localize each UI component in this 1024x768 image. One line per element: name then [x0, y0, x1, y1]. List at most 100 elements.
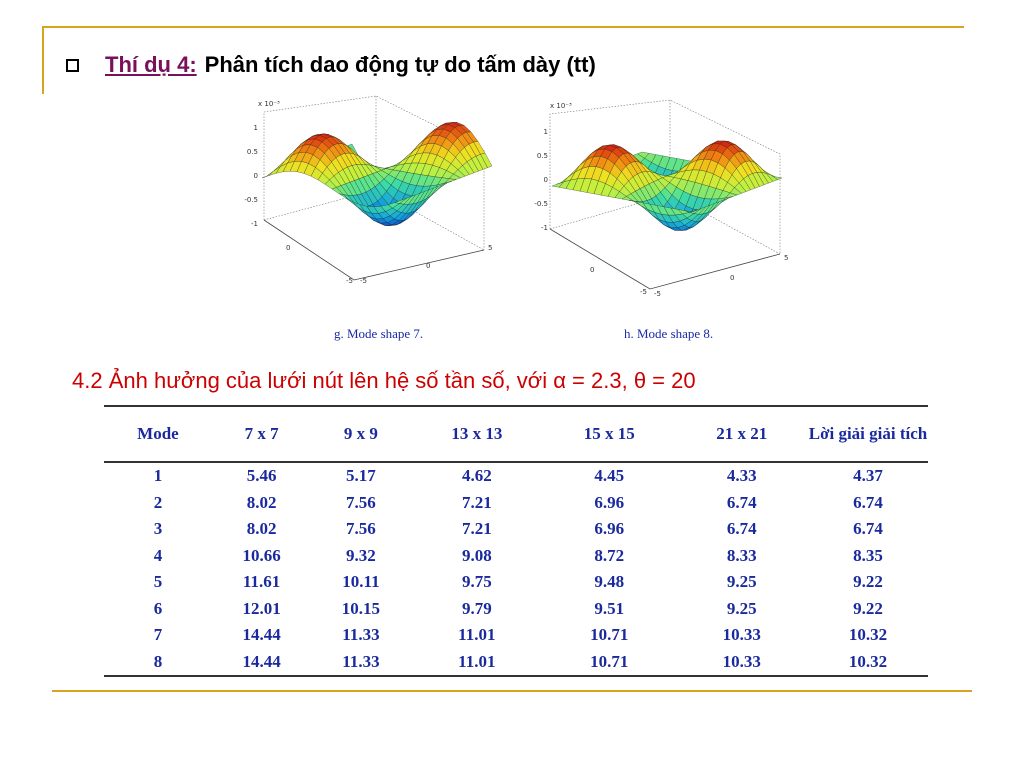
- table-cell: 8.72: [594, 545, 625, 565]
- table-row: 5 11.61 10.11 9.75 9.48 9.25 9.22: [104, 569, 928, 596]
- top-rule: [44, 26, 964, 28]
- x-tick-label: 0: [730, 274, 734, 282]
- table-row: 1 5.46 5.17 4.62 4.45 4.33 4.37: [104, 462, 928, 490]
- table-cell: 5.46: [246, 466, 277, 486]
- table-cell: 10.11: [342, 572, 380, 592]
- table-row: 8 14.44 11.33 11.01 10.71 10.33 10.32: [104, 648, 928, 677]
- figure-caption-7: g. Mode shape 7.: [334, 326, 424, 341]
- square-bullet-icon: [66, 58, 79, 72]
- z-tick-label: 0: [544, 176, 548, 184]
- table-cell: 10.66: [242, 545, 281, 565]
- table-cell: 12.01: [242, 598, 281, 618]
- table-cell: 10.32: [808, 648, 928, 677]
- table-cell: 6: [153, 598, 163, 618]
- table-cell: 4: [153, 545, 163, 565]
- table-cell: 11.01: [458, 625, 496, 645]
- column-header: 13 x 13: [410, 405, 544, 463]
- table-cell: 1: [153, 466, 163, 486]
- x-tick-label: -5: [654, 290, 661, 298]
- z-tick-label: -1: [251, 220, 258, 228]
- table-body: 1 5.46 5.17 4.62 4.45 4.33 4.37 2 8.02 7.56 7.21 6.…: [104, 462, 928, 677]
- table-cell: 9.25: [726, 572, 757, 592]
- mode-shape-7-plot: x 10⁻³ 1 0.5 0 -0.5 -1 0 -5 -5 0 5: [244, 95, 492, 285]
- table-cell: 7.21: [461, 519, 492, 539]
- z-tick-label: 0.5: [247, 148, 258, 156]
- table-cell: 2: [153, 492, 163, 512]
- z-tick-label: -1: [541, 224, 548, 232]
- column-header: 21 x 21: [675, 405, 808, 463]
- table-cell: 7.56: [346, 492, 376, 512]
- z-tick-label: -0.5: [244, 196, 258, 204]
- table-cell: 8.33: [726, 545, 757, 565]
- left-rule: [42, 26, 44, 94]
- table-row: 7 14.44 11.33 11.01 10.71 10.33 10.32: [104, 622, 928, 649]
- z-tick-label: 1: [254, 124, 258, 132]
- table-cell: 9.22: [853, 598, 883, 618]
- table-cell: 11.33: [342, 625, 380, 645]
- table-cell: 10.33: [722, 625, 761, 645]
- column-header: Lời giải giải tích: [808, 405, 928, 463]
- table-cell: 10.71: [543, 648, 676, 677]
- table-cell: 6.74: [853, 519, 883, 539]
- table-cell: 7.56: [346, 519, 376, 539]
- title-text: Phân tích dao động tự do tấm dày (tt): [204, 52, 596, 77]
- table-cell: 6.96: [594, 492, 625, 512]
- table-cell: 8.02: [246, 492, 277, 512]
- table-row: 3 8.02 7.56 7.21 6.96 6.74 6.74: [104, 516, 928, 543]
- table-cell: 11.33: [311, 648, 411, 677]
- bottom-rule: [52, 690, 972, 692]
- z-tick-label: 0: [254, 172, 258, 180]
- table-cell: 4.37: [853, 466, 883, 486]
- table-cell: 9.25: [726, 598, 757, 618]
- table-cell: 10.32: [848, 625, 888, 645]
- table-cell: 9.79: [461, 598, 492, 618]
- slide-title: Thí dụ 4: Phân tích dao động tự do tấm d…: [66, 52, 596, 78]
- table-cell: 11.01: [410, 648, 544, 677]
- table-cell: 4.62: [461, 466, 492, 486]
- x-tick-label: -5: [360, 277, 367, 285]
- table-cell: 8.02: [246, 519, 277, 539]
- table-cell: 9.22: [853, 572, 883, 592]
- table-cell: 9.51: [594, 598, 625, 618]
- table-cell: 9.32: [346, 545, 376, 565]
- x-tick-label: 5: [784, 254, 788, 262]
- table-cell: 4.33: [726, 466, 757, 486]
- table-cell: 5: [153, 572, 163, 592]
- column-header: Mode: [104, 405, 212, 463]
- y-tick-label: -5: [640, 288, 647, 296]
- table-cell: 10.33: [675, 648, 808, 677]
- table-cell: 8.35: [853, 545, 883, 565]
- table-cell: 6.74: [853, 492, 883, 512]
- table-cell: 9.48: [594, 572, 625, 592]
- table-cell: 14.44: [242, 625, 281, 645]
- z-scale-label: x 10⁻³: [550, 102, 572, 110]
- section-heading: 4.2 Ảnh hưởng của lưới nút lên hệ số tần…: [72, 368, 696, 393]
- table-row: 6 12.01 10.15 9.79 9.51 9.25 9.22: [104, 596, 928, 623]
- y-tick-label: 0: [286, 244, 290, 252]
- column-header: 15 x 15: [543, 405, 676, 463]
- table-cell: 11.61: [242, 572, 281, 592]
- column-header: 9 x 9: [311, 405, 411, 463]
- table-cell: 6.96: [594, 519, 625, 539]
- table-cell: 9.75: [461, 572, 492, 592]
- table-row: 2 8.02 7.56 7.21 6.96 6.74 6.74: [104, 490, 928, 517]
- table-cell: 6.74: [726, 519, 757, 539]
- z-tick-label: 0.5: [537, 152, 548, 160]
- column-header: 7 x 7: [211, 405, 312, 463]
- table-cell: 9.08: [461, 545, 492, 565]
- table-row: 4 10.66 9.32 9.08 8.72 8.33 8.35: [104, 543, 928, 570]
- y-tick-label: 0: [590, 266, 594, 274]
- table-cell: 3: [153, 519, 163, 539]
- table-cell: 7: [153, 625, 163, 645]
- z-scale-label: x 10⁻³: [258, 100, 280, 108]
- table-cell: 4.45: [594, 466, 625, 486]
- figure-caption-8: h. Mode shape 8.: [624, 326, 714, 341]
- table-cell: 10.71: [590, 625, 629, 645]
- table-cell: 14.44: [211, 648, 312, 677]
- title-prefix: Thí dụ 4:: [105, 52, 197, 77]
- table-cell: 8: [104, 648, 212, 677]
- x-tick-label: 0: [426, 262, 430, 270]
- mode-shape-8-plot: x 10⁻³ 1 0.5 0 -0.5 -1 0 -5 -5 0 5: [534, 99, 788, 298]
